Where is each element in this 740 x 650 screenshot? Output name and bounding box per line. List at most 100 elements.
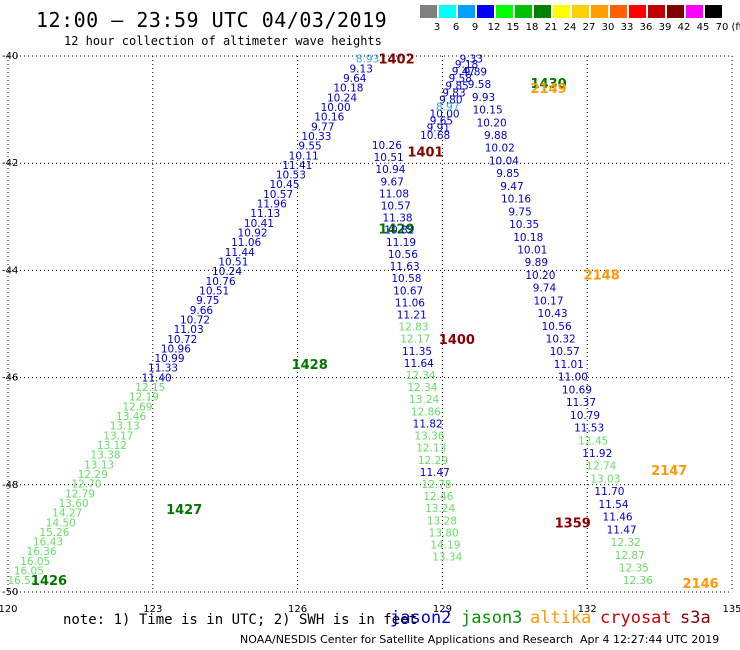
swh-value: 9.58	[449, 73, 472, 85]
swh-value: 9.80	[439, 94, 462, 106]
swh-value: 13.36	[414, 431, 444, 443]
swh-value: 10.16	[314, 112, 344, 124]
swh-value: 10.68	[420, 130, 450, 142]
sat-label-s3a: s3a	[680, 608, 711, 628]
swh-value: 11.19	[386, 237, 416, 249]
legend-label-33: 33	[620, 22, 634, 33]
x-tick-label: 132	[578, 604, 597, 615]
swh-value: 9.55	[298, 141, 321, 153]
swh-value: 13.38	[91, 450, 121, 462]
x-tick-label: 129	[433, 604, 452, 615]
time-label: 1426	[31, 574, 67, 589]
time-label: 1429	[378, 223, 414, 238]
swh-value: 11.53	[574, 423, 604, 435]
swh-value: 12.19	[129, 392, 159, 404]
legend-swatch-42	[667, 5, 684, 18]
swh-value: 10.53	[276, 170, 306, 182]
swh-value: 13.13	[110, 421, 140, 433]
swh-value: 12.69	[122, 401, 152, 413]
swh-value: 12.34	[406, 370, 436, 382]
swh-value: 10.51	[218, 256, 248, 268]
swh-value: 10.72	[167, 334, 197, 346]
x-tick-label: 120	[0, 604, 18, 615]
swh-value: 8.97	[436, 101, 459, 113]
swh-value: 12.46	[423, 491, 453, 503]
swh-value: 10.58	[391, 273, 421, 285]
swh-value: 10.35	[509, 219, 539, 231]
swh-value: 10.04	[489, 155, 519, 167]
swh-value: 10.72	[180, 314, 210, 326]
swh-value: 10.99	[154, 353, 184, 365]
swh-value: 9.64	[343, 73, 367, 85]
x-tick-label: 135	[722, 604, 740, 615]
swh-value: 13.24	[425, 503, 455, 515]
credit-line: NOAA/NESDIS Center for Satellite Applica…	[240, 633, 574, 646]
swh-value: 11.01	[554, 359, 584, 371]
swh-value: 10.96	[161, 343, 191, 355]
swh-value: 10.11	[289, 150, 319, 162]
time-label: 2146	[683, 577, 719, 592]
swh-value: 11.06	[231, 237, 261, 249]
legend-swatch-15	[496, 5, 513, 18]
time-label: 1428	[292, 358, 328, 373]
swh-value: 12.86	[411, 406, 441, 418]
time-label: 1359	[555, 516, 591, 531]
swh-value: 10.18	[513, 232, 543, 244]
y-tick-label: -40	[2, 51, 18, 62]
swh-value: 10.69	[562, 384, 592, 396]
time-label: 2149	[530, 82, 566, 97]
legend-swatch-18	[515, 5, 532, 18]
swh-value: 12.15	[135, 382, 165, 394]
swh-value: 11.38	[383, 213, 413, 225]
swh-value: 12.83	[398, 322, 428, 334]
swh-value: 11.46	[603, 512, 633, 524]
swh-value: 10.02	[485, 143, 515, 155]
swh-value: 9.83	[442, 87, 465, 99]
swh-value: 14.19	[430, 540, 460, 552]
swh-value: 10.57	[550, 346, 580, 358]
swh-value: 12.29	[78, 469, 108, 481]
time-label: 1401	[407, 145, 443, 160]
swh-value: 9.89	[525, 257, 548, 269]
swh-value: 13.46	[116, 411, 146, 423]
swh-value: 12.79	[65, 488, 95, 500]
swh-value: 12.13	[416, 443, 446, 455]
swh-value: 10.20	[477, 117, 507, 129]
swh-value: 10.92	[238, 228, 268, 240]
legend-swatch-70	[705, 5, 722, 18]
swh-value: 12.87	[615, 550, 645, 562]
legend-swatch-24	[553, 5, 570, 18]
swh-value: 9.88	[484, 130, 507, 142]
sat-label-jason2: jason2	[390, 608, 452, 628]
swh-value: 10.56	[542, 321, 572, 333]
legend-swatch-6	[439, 5, 456, 18]
legend-label-18: 18	[525, 22, 539, 33]
legend-unit: (ft)	[731, 22, 740, 33]
swh-value: 10.51	[199, 285, 229, 297]
legend-label-15: 15	[506, 22, 520, 33]
swh-value: 10.16	[501, 194, 531, 206]
swh-value: 10.18	[333, 83, 363, 95]
legend-swatch-12	[477, 5, 494, 18]
swh-value: 12.35	[619, 562, 649, 574]
swh-value: 10.57	[263, 189, 293, 201]
swh-value: 10.20	[525, 270, 555, 282]
swh-value: 16.36	[27, 546, 57, 558]
swh-value: 11.00	[558, 372, 588, 384]
legend-label-9: 9	[471, 22, 479, 33]
swh-value: 11.37	[566, 397, 596, 409]
legend-label-24: 24	[563, 22, 577, 33]
swh-value: 9.13	[350, 63, 373, 75]
legend-swatch-21	[534, 5, 551, 18]
swh-value: 9.66	[190, 305, 214, 317]
time-label: 1402	[378, 53, 414, 68]
swh-value: 12.34	[407, 382, 437, 394]
sat-label-jason3: jason3	[461, 608, 523, 628]
swh-value: 10.33	[301, 131, 331, 143]
swh-value: 9.47	[452, 66, 475, 78]
swh-value: 9.93	[472, 92, 495, 104]
swh-value: 9.33	[460, 54, 483, 66]
generated-timestamp: Apr 4 12:27:44 UTC 2019	[580, 633, 720, 646]
x-tick-label: 123	[143, 604, 162, 615]
swh-value: 9.58	[468, 79, 491, 91]
